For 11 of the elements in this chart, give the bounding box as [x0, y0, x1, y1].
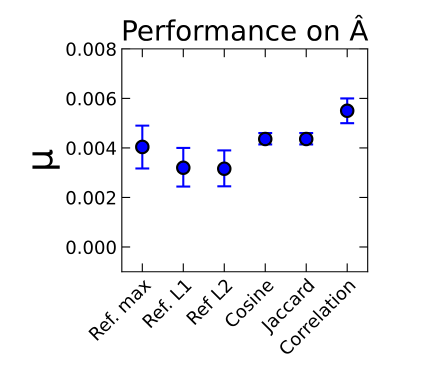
y-tick-label: 0.006	[66, 92, 116, 106]
point	[217, 161, 232, 176]
y-tick-label: 0.002	[66, 190, 116, 205]
point	[176, 160, 191, 175]
point	[340, 104, 354, 118]
point	[135, 140, 150, 154]
y-tick-label: 0.008	[66, 42, 116, 56]
y-axis-title: μ	[32, 150, 60, 169]
y-tick-label: 0.000	[66, 240, 116, 254]
y-tick-label: 0.004	[66, 141, 116, 156]
chart-title: Performance on Â	[124, 14, 368, 41]
